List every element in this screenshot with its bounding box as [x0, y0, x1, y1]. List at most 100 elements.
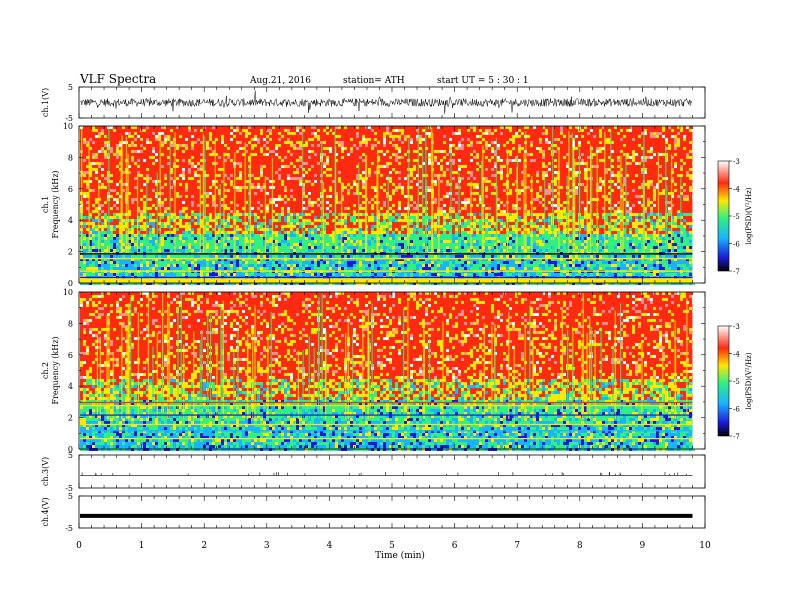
spectrogram-cell [464, 273, 467, 276]
spectrogram-cell [476, 183, 479, 186]
spectrogram-cell [500, 201, 503, 204]
spectrogram-cell [185, 216, 188, 219]
spectrogram-cell [281, 282, 284, 285]
spectrogram-cell [299, 216, 302, 219]
spectrogram-cell [446, 192, 449, 195]
spectrogram-cell [452, 246, 455, 249]
spectrogram-cell [389, 246, 392, 249]
spectrogram-cell [371, 228, 374, 231]
spectrogram-cell [362, 267, 365, 270]
spectrogram-cell [443, 213, 446, 216]
spectrogram-cell [503, 240, 506, 243]
spectrogram-cell [395, 135, 398, 138]
spectrogram-cell [191, 264, 194, 267]
spectrogram-cell [488, 159, 491, 162]
spectrogram-cell [509, 267, 512, 270]
spectrogram-cell [284, 195, 287, 198]
spectrogram-cell [323, 240, 326, 243]
spectrogram-cell [446, 195, 449, 198]
spectrogram-cell [215, 255, 218, 258]
spectrogram-cell [368, 249, 371, 252]
spectrogram-cell [230, 210, 233, 213]
spectrogram-cell [224, 258, 227, 261]
spectrogram-cell [455, 243, 458, 246]
spectrogram-cell [425, 174, 428, 177]
spectrogram-cell [359, 225, 362, 228]
y-tick-label: -5 [65, 114, 73, 123]
spectrogram-cell [140, 210, 143, 213]
spectrogram-cell [389, 156, 392, 159]
spectrogram-cell [362, 258, 365, 261]
spectrogram-cell [311, 246, 314, 249]
spectrogram-cell [305, 213, 308, 216]
spectrogram-cell [389, 180, 392, 183]
spectrogram-cell [131, 255, 134, 258]
spectrogram-cell [215, 213, 218, 216]
spectrogram-cell [485, 237, 488, 240]
spectrogram-cell [512, 258, 515, 261]
spectrogram-cell [356, 234, 359, 237]
spectrogram-cell [209, 267, 212, 270]
spectrogram-cell [212, 141, 215, 144]
spectrogram-cell [503, 273, 506, 276]
spectrogram-cell [467, 222, 470, 225]
spectrogram-cell [134, 138, 137, 141]
spectrogram-cell [491, 273, 494, 276]
spectrogram-cell [266, 153, 269, 156]
spectrogram-cell [395, 213, 398, 216]
spectrogram-cell [131, 156, 134, 159]
spectrogram-cell [296, 234, 299, 237]
spectrogram-cell [95, 246, 98, 249]
spectrogram-cell [215, 273, 218, 276]
date-label: Aug.21, 2016 [249, 76, 311, 86]
spectrogram-cell [188, 243, 191, 246]
spectrogram-cell [239, 267, 242, 270]
spectrogram-cell [170, 129, 173, 132]
spectrogram-cell [344, 126, 347, 129]
spectrogram-cell [389, 132, 392, 135]
spectrogram-cell [119, 234, 122, 237]
spectrogram-cell [200, 255, 203, 258]
spectrogram-cell [194, 246, 197, 249]
spectrogram-cell [191, 210, 194, 213]
spectrogram-cell [353, 237, 356, 240]
spectrogram-cell [131, 240, 134, 243]
spectrogram-cell [146, 249, 149, 252]
spectrogram-cell [338, 246, 341, 249]
spectrogram-cell [218, 246, 221, 249]
spectrogram-cell [509, 240, 512, 243]
spectrogram-cell [128, 264, 131, 267]
spectrogram-cell [386, 246, 389, 249]
spectrogram-cell [170, 216, 173, 219]
spectrogram-cell [563, 234, 566, 237]
spectrogram-cell [287, 138, 290, 141]
spectrogram-cell [236, 267, 239, 270]
spectrogram-cell [155, 243, 158, 246]
spectrogram-cell [86, 207, 89, 210]
spectrogram-cell [362, 186, 365, 189]
spectrogram-cell [122, 273, 125, 276]
spectrogram-cell [185, 231, 188, 234]
spectrogram-cell [185, 249, 188, 252]
spectrogram-cell [206, 255, 209, 258]
spectrogram-cell [353, 213, 356, 216]
spectrogram-cell [329, 234, 332, 237]
spectrogram-cell [359, 213, 362, 216]
spectrogram-cell [239, 177, 242, 180]
spectrogram-cell [155, 207, 158, 210]
spectrogram-cell [317, 249, 320, 252]
spectrogram-cell [416, 228, 419, 231]
spectrogram-cell [326, 222, 329, 225]
spectrogram-cell [410, 219, 413, 222]
spectrogram-cell [422, 216, 425, 219]
spectrogram-cell [254, 144, 257, 147]
spectrogram-cell [113, 267, 116, 270]
spectrogram-cell [293, 231, 296, 234]
spectrogram-cell [488, 231, 491, 234]
spectrogram-cell [344, 228, 347, 231]
spectrogram-cell [458, 267, 461, 270]
spectrogram-cell [566, 273, 569, 276]
spectrogram-cell [299, 165, 302, 168]
spectrogram-cell [293, 165, 296, 168]
spectrogram-cell [155, 237, 158, 240]
